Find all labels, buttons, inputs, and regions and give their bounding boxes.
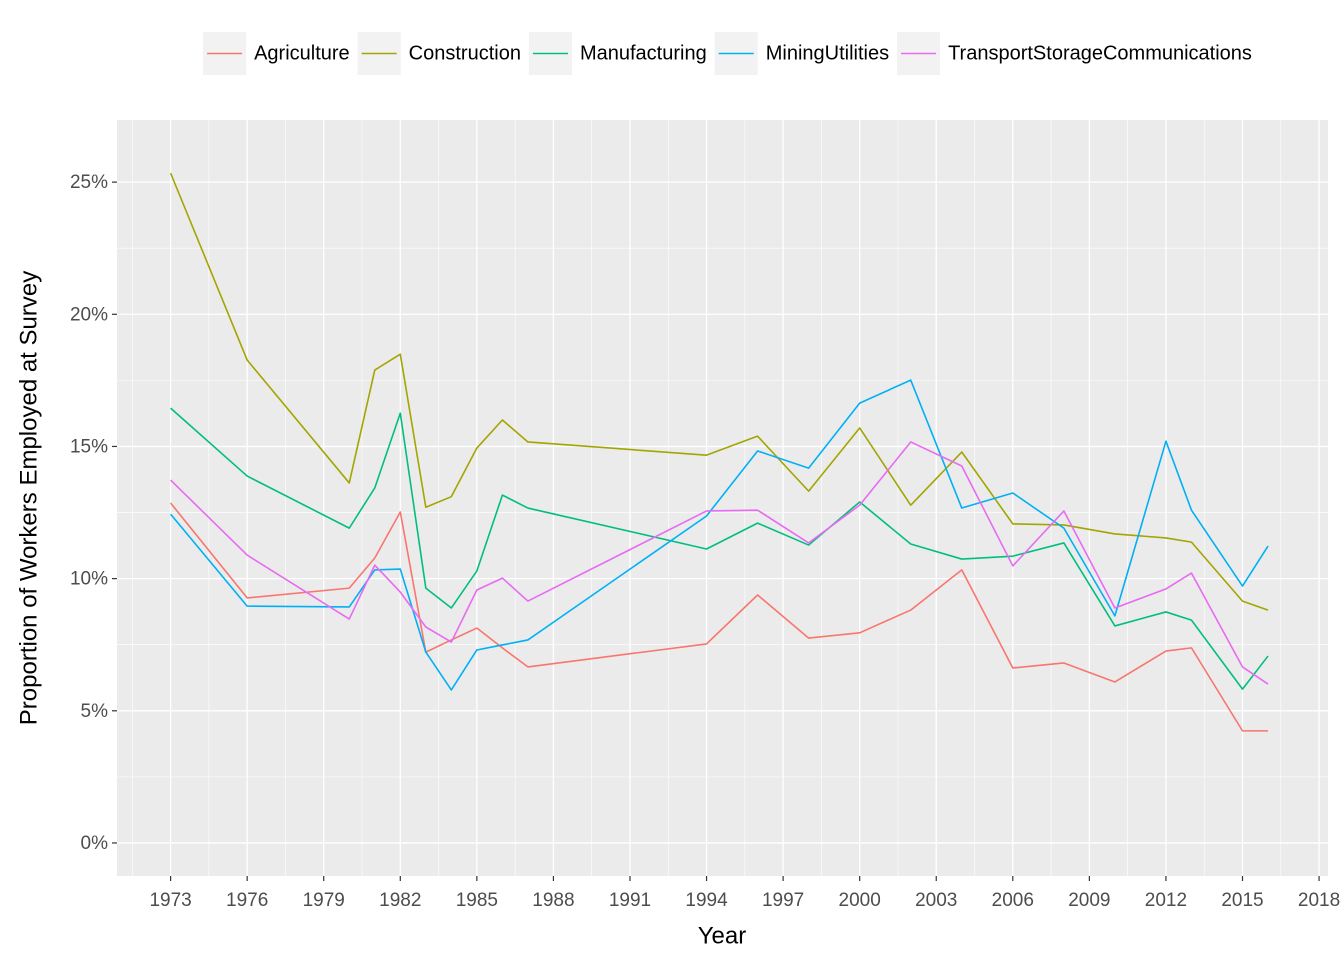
x-axis-title: Year [698,922,747,949]
y-tick-label: 25% [70,172,108,193]
y-axis-title: Proportion of Workers Employed at Survey [15,271,42,725]
x-tick-label: 1976 [226,890,268,911]
x-tick-label: 1997 [762,890,804,911]
x-tick-label: 2000 [839,890,881,911]
x-tick-label: 1973 [149,890,191,911]
legend-item: Agriculture [203,32,350,75]
y-tick-label: 0% [81,833,109,854]
x-tick-label: 2006 [992,890,1034,911]
x-tick-label: 1985 [456,890,498,911]
panel [117,120,1328,876]
series-line [169,502,1269,732]
legend-item: Construction [357,32,521,75]
legend-label: Manufacturing [580,42,707,64]
series-line [170,441,1269,685]
x-tick-label: 2018 [1298,890,1340,911]
series-line [169,172,1269,611]
series-line [170,407,1269,690]
legend-label: MiningUtilities [766,42,889,64]
legend-item: MiningUtilities [714,32,889,75]
x-tick-label: 2003 [915,890,957,911]
axes: 0% 5% 10% 15% 20% 25% 1973 1976 1979 1982 1985 1988… [70,172,1340,911]
legend-label: Agriculture [254,42,350,64]
grid [117,120,1328,876]
legend-item: TransportStorageCommunications [897,32,1252,75]
y-tick-label: 20% [70,304,108,325]
y-tick-label: 15% [70,436,108,457]
legend-item: Manufacturing [528,32,707,75]
lines [169,172,1269,732]
y-tick-label: 5% [81,701,109,722]
x-tick-label: 2012 [1145,890,1187,911]
y-tick-label: 10% [70,569,108,590]
x-tick-label: 1994 [685,890,728,911]
x-tick-label: 1979 [303,890,345,911]
legend-label: Construction [409,42,521,64]
legend-label: TransportStorageCommunications [948,42,1252,64]
x-tick-label: 1988 [532,890,574,911]
legend: Agriculture Construction Manufacturing Mini… [203,32,1252,75]
x-tick-label: 1982 [379,890,421,911]
series-line [169,379,1269,691]
x-tick-label: 2015 [1221,890,1263,911]
x-tick-label: 1991 [609,890,651,911]
x-tick-label: 2009 [1068,890,1110,911]
